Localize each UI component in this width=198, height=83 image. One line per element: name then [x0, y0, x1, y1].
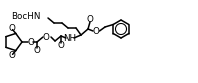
Text: O: O — [58, 41, 64, 50]
Text: O: O — [87, 15, 93, 24]
Text: O: O — [8, 51, 15, 60]
Text: NH: NH — [63, 34, 77, 42]
Text: O: O — [34, 46, 40, 55]
Text: O: O — [8, 24, 15, 33]
Text: BocHN: BocHN — [11, 12, 40, 21]
Text: O: O — [27, 38, 34, 46]
Text: O: O — [92, 26, 99, 36]
Text: O: O — [43, 33, 50, 42]
